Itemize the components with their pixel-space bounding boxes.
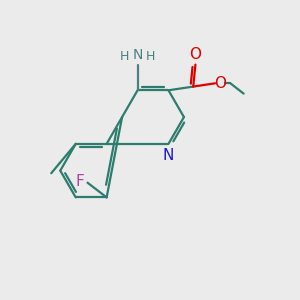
Text: O: O <box>189 47 201 62</box>
Text: N: N <box>163 148 174 163</box>
Text: N: N <box>132 48 143 62</box>
Text: H: H <box>146 50 155 63</box>
Text: O: O <box>214 76 226 91</box>
Text: H: H <box>120 50 129 63</box>
Text: F: F <box>75 174 84 189</box>
